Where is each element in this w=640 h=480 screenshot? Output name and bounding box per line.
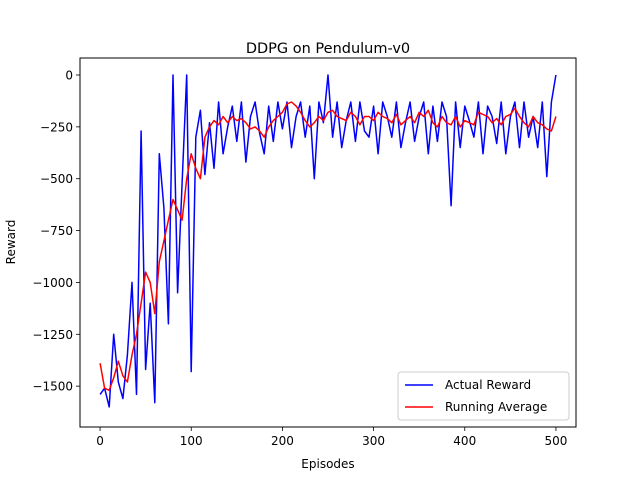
- chart-title: DDPG on Pendulum-v0: [246, 41, 410, 57]
- x-axis-label: Episodes: [301, 457, 354, 471]
- x-tick-label: 200: [271, 434, 294, 448]
- legend-box: [397, 371, 570, 421]
- series-layer: [99, 74, 557, 408]
- y-tick-label: −1250: [32, 328, 73, 342]
- x-tick-label: 0: [96, 434, 104, 448]
- y-tick-label: −250: [40, 120, 73, 134]
- legend-label-running-average: Running Average: [445, 400, 547, 414]
- series-line-actual-reward: [99, 74, 557, 408]
- y-axis: 0 −250 −500 −750 −1000 −1250 −1500: [32, 69, 80, 394]
- y-tick-label: −1500: [32, 380, 73, 394]
- y-tick-label: −750: [40, 224, 73, 238]
- plot-frame: [79, 57, 577, 428]
- x-tick-label: 400: [453, 434, 476, 448]
- x-axis: 0 100 200 300 400 500: [96, 427, 567, 448]
- y-tick-label: −1000: [32, 276, 73, 290]
- y-axis-label: Reward: [4, 220, 18, 265]
- series-line-running-average: [99, 101, 557, 392]
- legend-label-actual-reward: Actual Reward: [445, 378, 531, 392]
- y-tick-label: −500: [40, 172, 73, 186]
- x-tick-label: 100: [180, 434, 203, 448]
- legend: Actual Reward Running Average: [397, 371, 570, 421]
- x-tick-label: 300: [362, 434, 385, 448]
- y-tick-label: 0: [65, 69, 73, 83]
- x-tick-label: 500: [544, 434, 567, 448]
